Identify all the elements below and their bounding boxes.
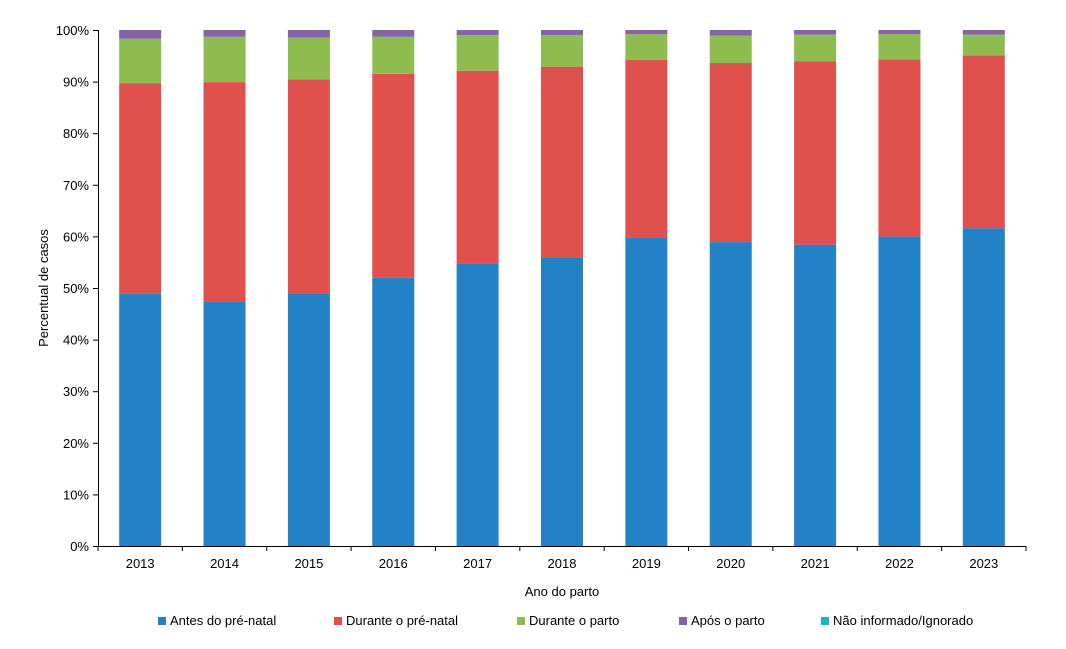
x-tick-label: 2021: [801, 556, 830, 571]
bar-segment: [119, 38, 162, 84]
bar-segment: [625, 30, 668, 35]
bar-segment: [541, 66, 583, 258]
x-axis-ticks: 2013 2014 2015 2016 2017 2018 2019 2020 2021 2022…: [97, 546, 1027, 571]
bar-segment: [287, 37, 330, 80]
y-tick-label: 50%: [63, 281, 89, 296]
x-tick-label: 2023: [969, 556, 998, 571]
bar-segment: [625, 237, 668, 546]
bar-segment: [372, 36, 415, 74]
legend-swatch: [517, 617, 525, 625]
bar-segment: [203, 30, 246, 37]
bar-segment: [709, 63, 752, 243]
y-tick-label: 90%: [63, 75, 89, 90]
bar-segment: [372, 73, 415, 278]
y-tick-label: 80%: [63, 126, 89, 141]
x-axis-title: Ano do parto: [525, 584, 599, 599]
bar-segment: [541, 257, 583, 546]
y-tick-label: 0%: [70, 539, 89, 554]
legend-swatch: [158, 617, 166, 625]
legend-label: Durante o pré-natal: [346, 613, 458, 628]
x-tick-label: 2015: [294, 556, 323, 571]
y-axis-title: Percentual de casos: [36, 229, 51, 347]
bar-segment: [794, 244, 837, 546]
x-tick-label: 2019: [632, 556, 661, 571]
bar-segment: [878, 59, 921, 237]
bar-segment: [794, 61, 837, 245]
bar-segment: [541, 30, 583, 36]
bar-segment: [203, 36, 246, 83]
bar-segment: [625, 59, 668, 238]
bar-segment: [962, 34, 1005, 56]
bar-segment: [794, 34, 837, 62]
bar-segment: [878, 34, 921, 60]
bar-segment: [456, 30, 499, 36]
x-tick-label: 2013: [126, 556, 155, 571]
legend-label: Antes do pré-natal: [170, 613, 276, 628]
y-tick-label: 10%: [63, 487, 89, 502]
bar-segment: [625, 34, 668, 60]
legend-label: Após o parto: [691, 613, 765, 628]
legend-swatch: [679, 617, 687, 625]
legend-swatch: [334, 617, 342, 625]
bar-segment: [456, 263, 499, 546]
y-tick-label: 20%: [63, 436, 89, 451]
bar-segment: [203, 82, 246, 302]
bar-segment: [962, 55, 1005, 229]
legend: Antes do pré-natal Durante o pré-natal Dur…: [158, 613, 973, 628]
x-tick-label: 2018: [548, 556, 577, 571]
bar-segment: [456, 70, 499, 264]
legend-swatch: [821, 617, 829, 625]
bar-segment: [541, 35, 583, 67]
x-tick-label: 2022: [885, 556, 914, 571]
bar-segment: [372, 277, 415, 546]
bar-segment: [709, 242, 752, 547]
y-tick-label: 60%: [63, 229, 89, 244]
x-tick-label: 2014: [210, 556, 239, 571]
x-tick-label: 2020: [716, 556, 745, 571]
bar-segment: [709, 30, 752, 36]
bar-segment: [119, 30, 162, 39]
y-tick-label: 100%: [56, 23, 90, 38]
bar-segment: [456, 35, 499, 71]
bar-segment: [203, 301, 246, 546]
bar-segment: [794, 30, 837, 35]
legend-label: Durante o parto: [529, 613, 619, 628]
bar-segment: [119, 83, 162, 294]
legend-label: Não informado/Ignorado: [833, 613, 973, 628]
y-axis-ticks: 0% 10% 20% 30% 40% 50% 60% 70% 80% 90% 100%: [56, 23, 98, 554]
y-tick-label: 40%: [63, 333, 89, 348]
bar-segment: [287, 79, 330, 294]
x-tick-label: 2017: [463, 556, 492, 571]
bar-segment: [962, 228, 1005, 547]
bar-segment: [878, 236, 921, 546]
x-tick-label: 2016: [379, 556, 408, 571]
bar-segment: [287, 30, 330, 38]
y-tick-label: 70%: [63, 178, 89, 193]
y-tick-label: 30%: [63, 384, 89, 399]
bar-segment: [119, 293, 162, 546]
bar-segment: [709, 35, 752, 64]
bar-segment: [962, 30, 1005, 35]
bar-segment: [372, 30, 415, 37]
bar-segment: [287, 293, 330, 546]
bar-segment: [878, 30, 921, 35]
bars-layer: [119, 30, 1005, 547]
